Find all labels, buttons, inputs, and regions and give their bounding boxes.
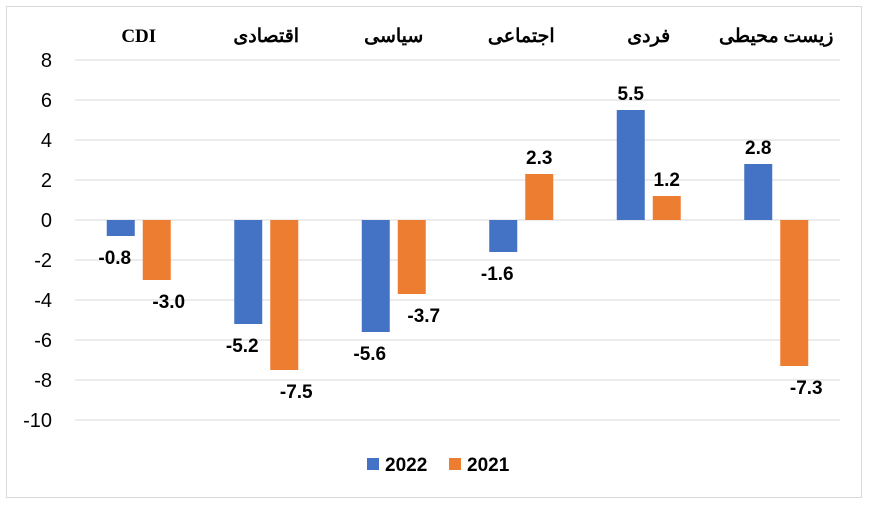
y-tick-label: -10 (23, 410, 52, 432)
data-label: 2.3 (526, 148, 552, 169)
category-labels: CDI اقتصادی سیاسی اجتماعی فردی زیست محیطی (121, 26, 833, 47)
bar-2021 (397, 220, 426, 294)
category-label: اجتماعی (488, 26, 555, 47)
y-tick-label: -6 (34, 330, 52, 352)
y-tick-label: 8 (41, 50, 52, 72)
legend-label: 2021 (467, 455, 510, 476)
bar-2022 (616, 110, 645, 220)
data-label: -3.7 (407, 306, 440, 327)
bar-2021 (142, 220, 171, 280)
y-tick-label: -4 (34, 290, 52, 312)
gridlines (75, 59, 840, 421)
data-label: -1.6 (481, 264, 514, 285)
data-label: 5.5 (618, 84, 645, 105)
data-label: -5.6 (353, 344, 386, 365)
y-tick-label: 2 (41, 170, 52, 192)
legend: 2022 2021 (367, 455, 510, 476)
data-label: -7.3 (790, 378, 823, 399)
data-label: -3.0 (152, 292, 185, 313)
category-label: CDI (121, 26, 156, 47)
legend-label: 2022 (385, 455, 427, 476)
bar-2021 (780, 220, 809, 366)
y-tick-label: -2 (34, 250, 52, 272)
legend-swatch-2022 (367, 458, 379, 470)
bar-2022 (106, 220, 135, 236)
y-tick-label: 6 (41, 90, 52, 112)
data-label: 2.8 (745, 138, 771, 159)
y-tick-label: 4 (41, 130, 52, 152)
data-label: -7.5 (280, 382, 313, 403)
bar-2022 (234, 220, 263, 324)
category-label: فردی (627, 26, 670, 47)
category-label: اقتصادی (233, 26, 299, 47)
category-label: سیاسی (364, 26, 423, 47)
data-labels: -0.8 -3.0 -5.2 -7.5 -5.6 -3.7 -1.6 2.3 5.5 1.2 2.8… (98, 84, 822, 403)
bar-2021 (525, 174, 554, 220)
y-tick-label: 0 (41, 210, 52, 232)
y-tick-label: -8 (34, 370, 52, 392)
bar-2021 (270, 220, 299, 370)
data-label: -0.8 (98, 248, 131, 269)
category-label: زیست محیطی (719, 26, 833, 47)
data-label: 1.2 (654, 170, 680, 191)
bar-2022 (361, 220, 390, 332)
y-axis-ticks: 8 6 4 2 0 -2 -4 -6 -8 -10 (23, 50, 52, 432)
bar-2021 (652, 196, 681, 220)
data-label: -5.2 (226, 336, 259, 357)
bar-2022 (744, 164, 773, 220)
legend-swatch-2021 (449, 458, 461, 470)
bar-2022 (489, 220, 518, 252)
bars (106, 110, 809, 370)
